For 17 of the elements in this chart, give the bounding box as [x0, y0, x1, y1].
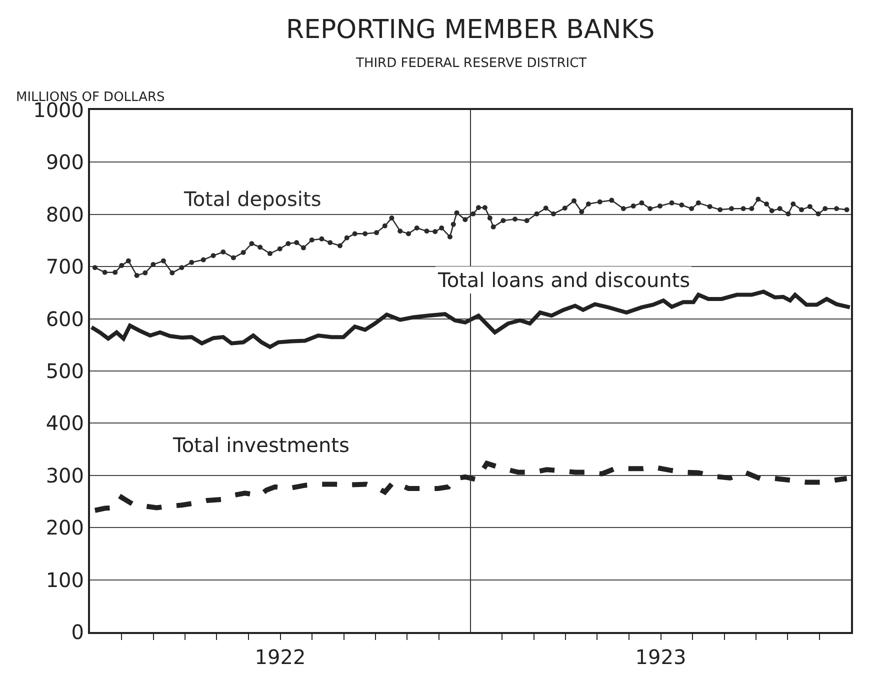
y-tick-label: 100	[46, 568, 84, 592]
series-label: Total deposits	[183, 187, 322, 211]
y-tick-label: 300	[46, 463, 84, 488]
chart-subtitle: THIRD FEDERAL RESERVE DISTRICT	[355, 56, 587, 71]
chart-title: REPORTING MEMBER BANKS	[286, 15, 655, 45]
y-tick-label: 400	[46, 411, 84, 436]
y-tick-label: 200	[46, 516, 84, 540]
series-label: Total loans and discounts	[437, 268, 690, 292]
x-tick-label: 1923	[635, 645, 686, 669]
y-tick-label: 0	[71, 620, 84, 644]
y-tick-label: 900	[46, 150, 84, 174]
x-tick-label: 1922	[254, 645, 306, 669]
y-tick-label: 700	[46, 254, 84, 279]
y-tick-label: 600	[46, 306, 84, 331]
y-tick-label: 500	[46, 359, 84, 383]
series-label: Total investments	[172, 433, 350, 457]
y-tick-label: 800	[46, 202, 84, 226]
